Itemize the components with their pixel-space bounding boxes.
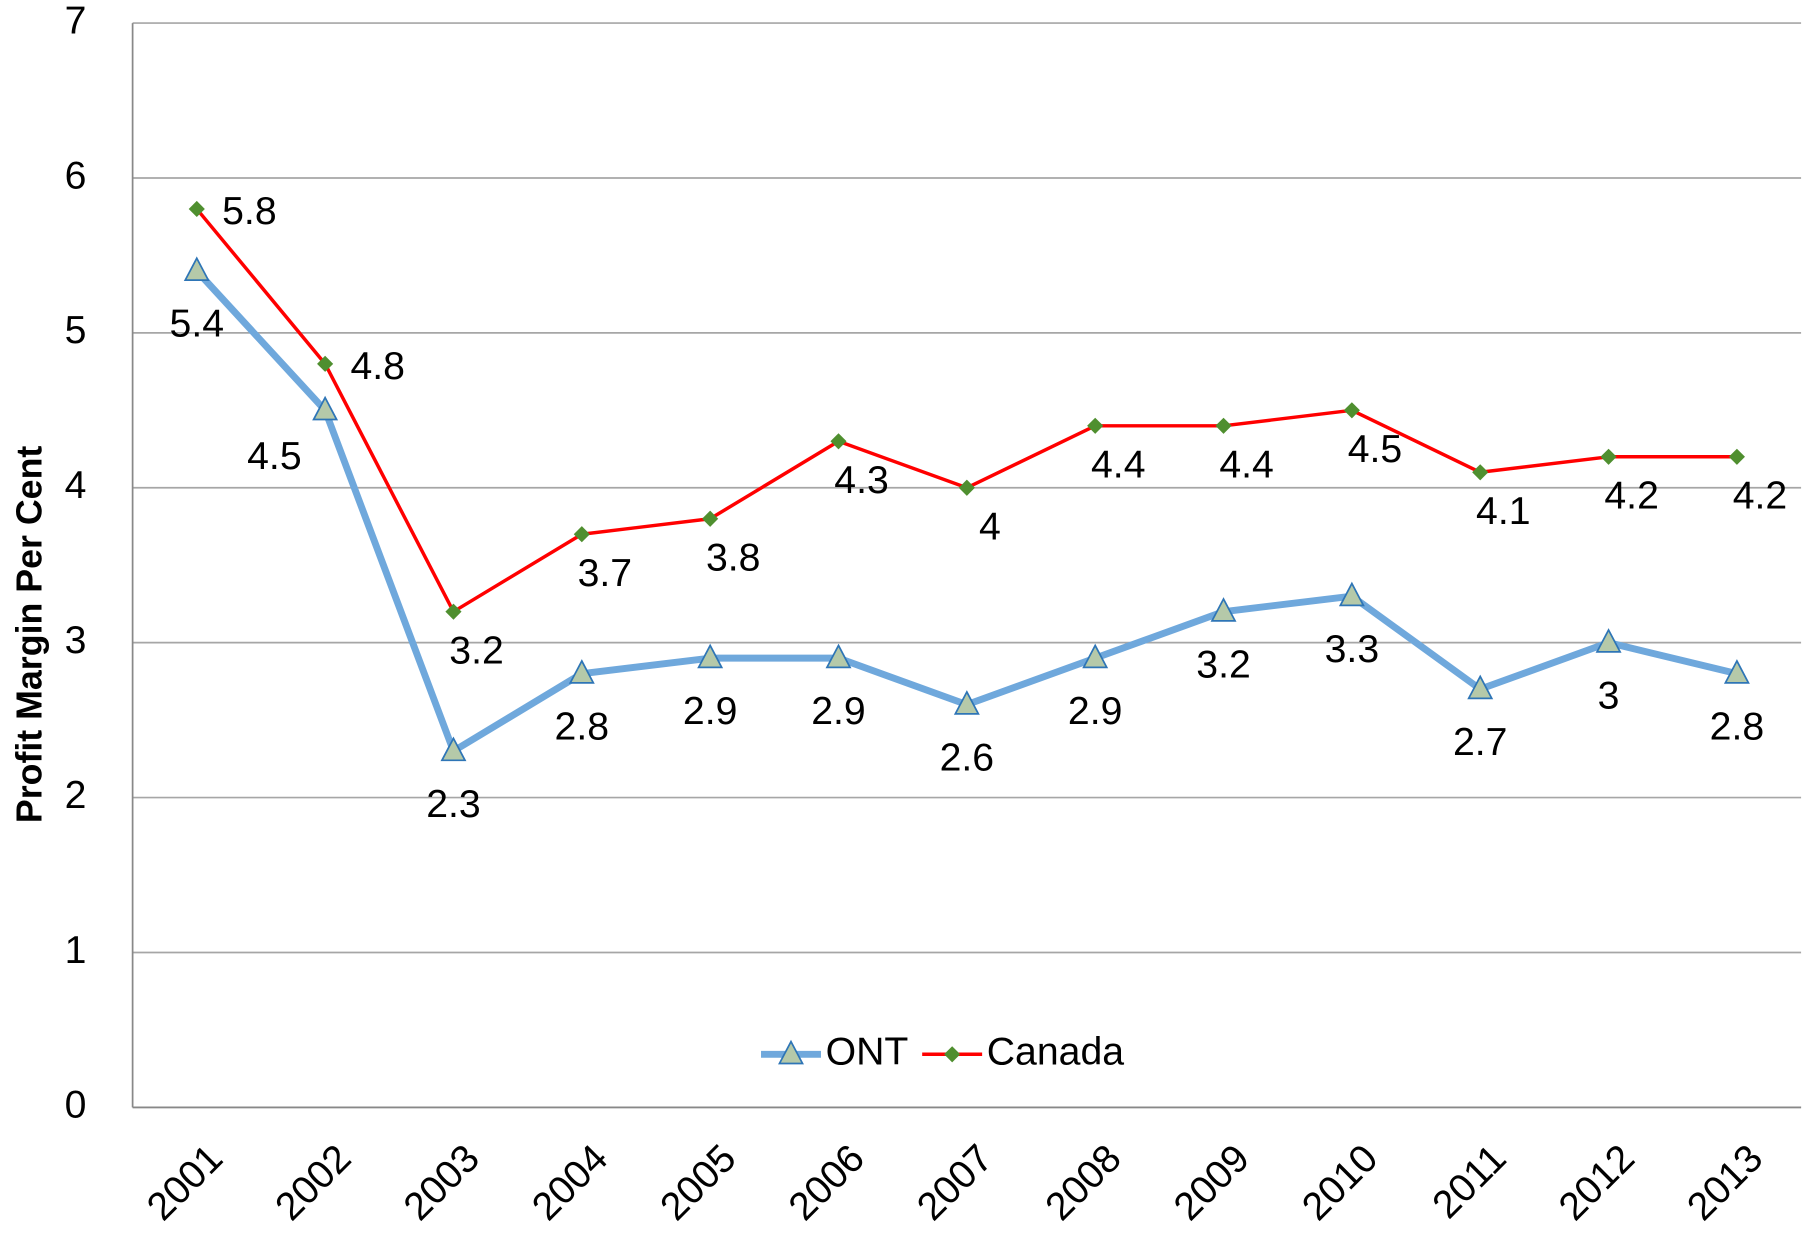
x-tick-label: 2008: [1038, 1137, 1130, 1229]
point-marker: [1210, 597, 1237, 622]
data-label: 2.9: [811, 690, 865, 733]
point-marker: [702, 510, 719, 527]
y-axis-title: Profit Margin Per Cent: [10, 446, 50, 824]
data-label: 2.8: [555, 705, 609, 748]
data-label: 3.3: [1325, 628, 1379, 671]
point-marker: [1723, 659, 1750, 684]
x-tick-label: 2012: [1551, 1137, 1643, 1229]
y-tick-label: 7: [65, 0, 87, 42]
point-marker: [573, 526, 590, 543]
x-tick-label: 2003: [396, 1137, 488, 1229]
x-tick-label: 2005: [653, 1137, 745, 1229]
legend-marker: [944, 1046, 961, 1063]
point-marker: [1343, 402, 1360, 419]
point-marker: [958, 479, 975, 496]
x-tick-label: 2001: [139, 1137, 231, 1229]
point-marker: [1600, 448, 1617, 465]
data-label: 3.2: [1196, 643, 1250, 686]
point-marker: [1728, 448, 1745, 465]
point-marker: [830, 433, 847, 450]
point-marker: [445, 603, 462, 620]
data-label: 4.5: [1348, 428, 1402, 471]
data-label: 3.8: [706, 537, 760, 580]
data-label: 4.2: [1604, 475, 1658, 518]
point-marker: [440, 736, 467, 762]
y-tick-label: 3: [65, 619, 87, 662]
y-tick-label: 6: [65, 154, 87, 197]
data-label: 4.8: [350, 345, 404, 388]
point-marker: [1338, 581, 1365, 607]
data-label: 4.4: [1219, 444, 1273, 487]
y-tick-label: 4: [65, 464, 87, 507]
data-label: 4.1: [1476, 490, 1530, 533]
data-label: 4: [979, 506, 1001, 549]
y-tick-label: 5: [65, 309, 87, 352]
legend-label: ONT: [826, 1031, 909, 1074]
point-marker: [1472, 464, 1489, 481]
point-marker: [1082, 643, 1109, 669]
point-marker: [1595, 628, 1622, 653]
data-label: 2.9: [683, 690, 737, 733]
x-tick-label: 2013: [1679, 1137, 1771, 1229]
x-tick-label: 2010: [1294, 1137, 1386, 1229]
legend-label: Canada: [987, 1031, 1124, 1074]
point-marker: [1087, 417, 1104, 434]
y-tick-label: 1: [65, 929, 87, 972]
legend-marker: [778, 1039, 804, 1065]
x-tick-label: 2007: [909, 1137, 1001, 1229]
data-label: 5.4: [170, 303, 224, 346]
data-label: 5.8: [222, 190, 276, 233]
data-label: 4.2: [1733, 475, 1787, 518]
series-line: [195, 207, 1737, 614]
data-label: 4.3: [834, 459, 888, 502]
data-label: 3: [1598, 674, 1620, 717]
data-label: 3.2: [449, 630, 503, 673]
x-tick-label: 2002: [267, 1137, 359, 1229]
point-marker: [1215, 417, 1232, 434]
data-label: 2.3: [426, 783, 480, 826]
x-tick-label: 2006: [781, 1137, 873, 1229]
point-marker: [953, 690, 980, 715]
y-tick-label: 0: [65, 1084, 87, 1127]
data-label: 4.4: [1091, 444, 1145, 487]
point-marker: [825, 643, 852, 669]
data-label: 2.9: [1068, 690, 1122, 733]
data-label: 2.8: [1710, 705, 1764, 748]
y-tick-label: 2: [65, 774, 87, 817]
point-marker: [1467, 674, 1494, 700]
data-label: 3.7: [578, 552, 632, 595]
data-label: 4.5: [247, 435, 301, 478]
data-label: 2.7: [1453, 721, 1507, 764]
x-tick-label: 2004: [524, 1137, 616, 1229]
point-marker: [697, 643, 724, 669]
data-label: 2.6: [940, 736, 994, 779]
point-marker: [312, 395, 339, 421]
point-marker: [188, 200, 205, 218]
x-tick-label: 2009: [1166, 1137, 1258, 1229]
x-tick-label: 2011: [1425, 1137, 1515, 1227]
point-marker: [183, 256, 210, 281]
point-marker: [568, 659, 595, 684]
